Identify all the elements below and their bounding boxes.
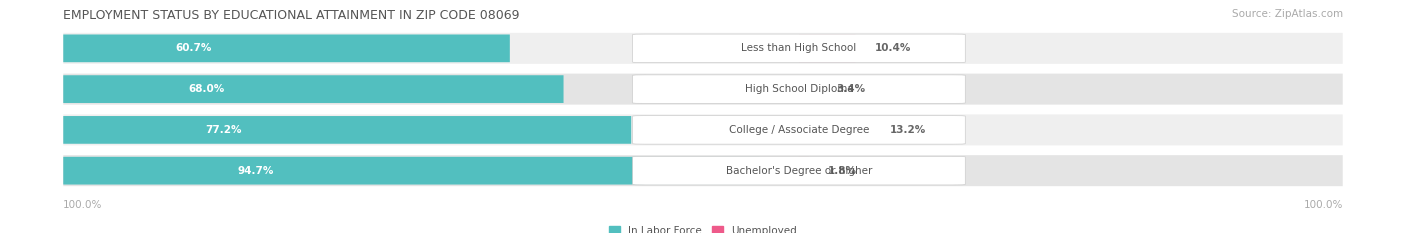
Text: 94.7%: 94.7% bbox=[238, 166, 274, 176]
FancyBboxPatch shape bbox=[63, 74, 1343, 105]
Text: 60.7%: 60.7% bbox=[174, 43, 211, 53]
FancyBboxPatch shape bbox=[633, 75, 966, 103]
FancyBboxPatch shape bbox=[63, 155, 1343, 186]
Text: 100.0%: 100.0% bbox=[63, 200, 103, 210]
Text: 1.8%: 1.8% bbox=[828, 166, 856, 176]
FancyBboxPatch shape bbox=[633, 34, 966, 63]
FancyBboxPatch shape bbox=[63, 34, 510, 62]
FancyBboxPatch shape bbox=[633, 116, 966, 144]
Text: 77.2%: 77.2% bbox=[205, 125, 242, 135]
Legend: In Labor Force, Unemployed: In Labor Force, Unemployed bbox=[609, 226, 797, 233]
FancyBboxPatch shape bbox=[633, 156, 966, 185]
Text: High School Diploma: High School Diploma bbox=[745, 84, 853, 94]
FancyBboxPatch shape bbox=[63, 116, 631, 144]
Text: 68.0%: 68.0% bbox=[188, 84, 225, 94]
FancyBboxPatch shape bbox=[799, 34, 855, 62]
FancyBboxPatch shape bbox=[63, 114, 1343, 145]
Text: 10.4%: 10.4% bbox=[875, 43, 911, 53]
Text: 13.2%: 13.2% bbox=[890, 125, 927, 135]
Text: Less than High School: Less than High School bbox=[741, 43, 856, 53]
FancyBboxPatch shape bbox=[63, 75, 564, 103]
FancyBboxPatch shape bbox=[799, 116, 870, 144]
Text: EMPLOYMENT STATUS BY EDUCATIONAL ATTAINMENT IN ZIP CODE 08069: EMPLOYMENT STATUS BY EDUCATIONAL ATTAINM… bbox=[63, 9, 520, 22]
Text: 3.4%: 3.4% bbox=[837, 84, 866, 94]
FancyBboxPatch shape bbox=[63, 157, 761, 185]
FancyBboxPatch shape bbox=[799, 75, 817, 103]
Text: 100.0%: 100.0% bbox=[1303, 200, 1343, 210]
FancyBboxPatch shape bbox=[63, 33, 1343, 64]
Text: Source: ZipAtlas.com: Source: ZipAtlas.com bbox=[1232, 9, 1343, 19]
Text: College / Associate Degree: College / Associate Degree bbox=[728, 125, 869, 135]
FancyBboxPatch shape bbox=[799, 157, 808, 185]
Text: Bachelor's Degree or higher: Bachelor's Degree or higher bbox=[725, 166, 872, 176]
